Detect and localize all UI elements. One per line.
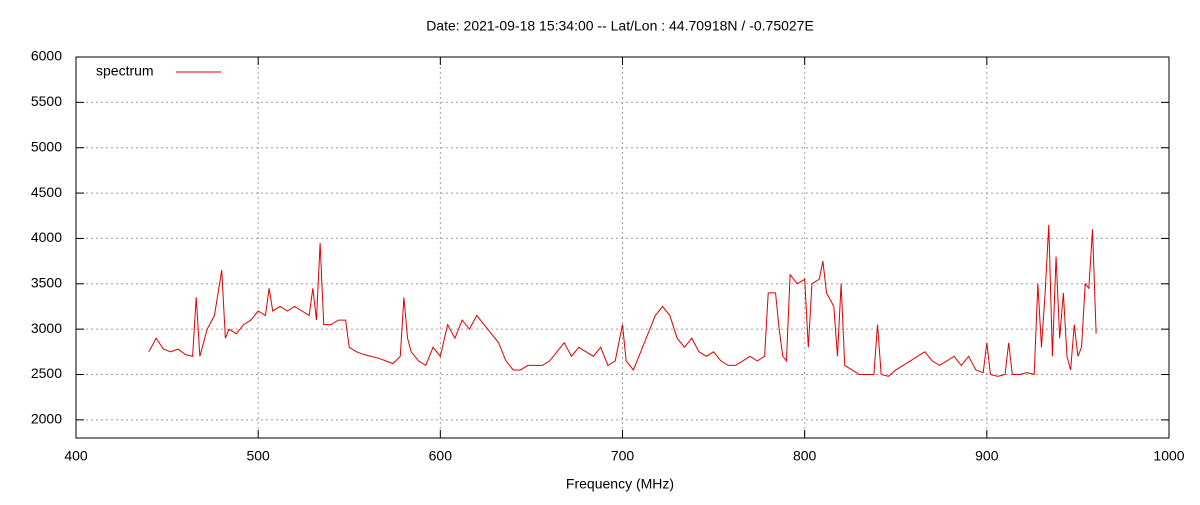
x-tick-label: 600 [429, 448, 453, 464]
x-tick-label: 1000 [1153, 448, 1184, 464]
x-tick-label: 700 [611, 448, 635, 464]
y-tick-label: 2000 [31, 411, 62, 427]
x-tick-label: 500 [246, 448, 270, 464]
x-axis-label: Frequency (MHz) [566, 476, 674, 492]
x-tick-label: 800 [793, 448, 817, 464]
plot-frame [75, 56, 1170, 439]
y-tick-label: 4500 [31, 184, 62, 200]
x-tick-label: 400 [64, 448, 88, 464]
y-tick-label: 5500 [31, 93, 62, 109]
y-tick-label: 3500 [31, 274, 62, 290]
y-tick-label: 6000 [31, 48, 62, 64]
y-tick-label: 4000 [31, 229, 62, 245]
y-tick-label: 2500 [31, 365, 62, 381]
x-tick-label: 900 [975, 448, 999, 464]
legend-label: spectrum [96, 63, 154, 79]
series-line [148, 224, 1097, 377]
y-tick-label: 3000 [31, 320, 62, 336]
y-tick-label: 5000 [31, 138, 62, 154]
chart-title: Date: 2021-09-18 15:34:00 -- Lat/Lon : 4… [426, 18, 814, 34]
